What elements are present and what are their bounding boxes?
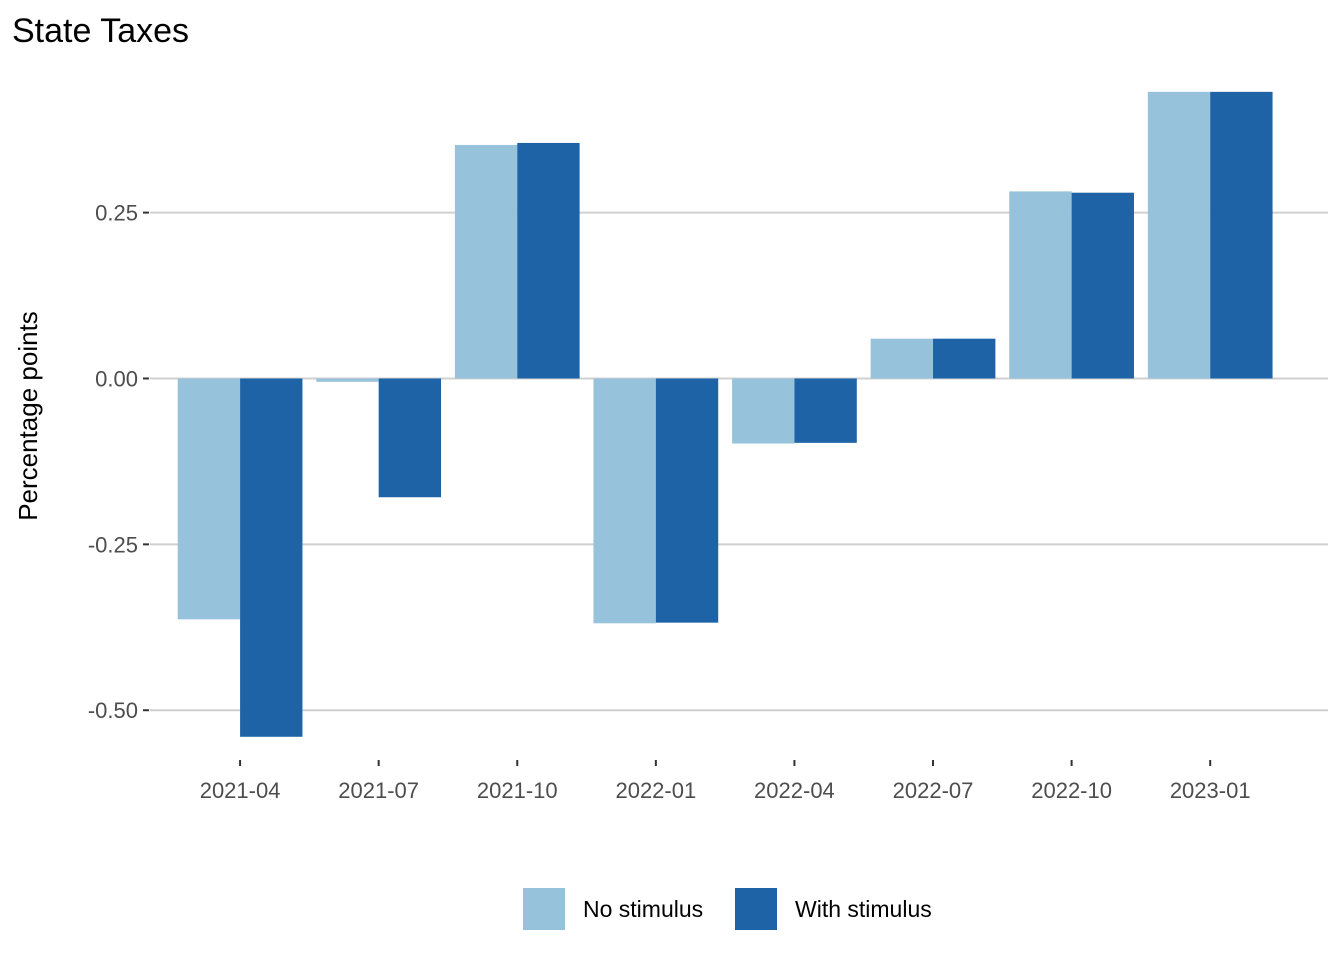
legend: No stimulus With stimulus — [523, 888, 932, 930]
bar-2023-01-with-stimulus — [1210, 91, 1273, 379]
x-tick-label-2021-07: 2021-07 — [338, 778, 419, 803]
legend-key-no-stimulus — [523, 888, 565, 930]
bar-2021-07-no-stimulus — [316, 378, 379, 382]
bar-2021-07-with-stimulus — [378, 378, 442, 498]
y-axis-title: Percentage points — [13, 311, 43, 521]
x-tick-label-2022-01: 2022-01 — [615, 778, 696, 803]
legend-label-no-stimulus: No stimulus — [583, 896, 703, 922]
bar-2022-10-no-stimulus — [1009, 191, 1072, 379]
x-tick-label-2021-04: 2021-04 — [200, 778, 281, 803]
bar-2021-04-with-stimulus — [240, 378, 303, 737]
y-tick-label-3: 0.25 — [95, 201, 138, 226]
bars-layer — [177, 91, 1273, 737]
y-tick-label-0: -0.50 — [88, 698, 138, 723]
bar-2022-10-with-stimulus — [1071, 192, 1134, 379]
bar-2021-10-with-stimulus — [517, 142, 580, 379]
x-tick-label-2023-01: 2023-01 — [1170, 778, 1251, 803]
y-tick-label-2: 0.00 — [95, 366, 138, 391]
y-tick-label-1: -0.25 — [88, 532, 138, 557]
bar-2022-07-with-stimulus — [933, 338, 996, 379]
bar-2022-01-no-stimulus — [593, 378, 656, 624]
y-axis: -0.50 -0.25 0.00 0.25 — [88, 201, 149, 723]
x-axis: 2021-04 2021-07 2021-10 2022-01 2022-04 2022-… — [200, 760, 1251, 803]
bar-2022-07-no-stimulus — [870, 338, 934, 379]
x-tick-label-2022-10: 2022-10 — [1031, 778, 1112, 803]
bar-2022-04-with-stimulus — [794, 378, 857, 443]
x-tick-label-2022-04: 2022-04 — [754, 778, 835, 803]
bar-2021-04-no-stimulus — [177, 378, 241, 620]
bar-2022-04-no-stimulus — [732, 378, 795, 444]
x-tick-label-2021-10: 2021-10 — [477, 778, 558, 803]
x-tick-label-2022-07: 2022-07 — [893, 778, 974, 803]
legend-key-with-stimulus — [735, 888, 777, 930]
bar-2023-01-no-stimulus — [1147, 91, 1211, 379]
bar-2021-10-no-stimulus — [454, 144, 518, 379]
bar-2022-01-with-stimulus — [655, 378, 719, 623]
legend-label-with-stimulus: With stimulus — [795, 896, 932, 922]
chart-title: State Taxes — [12, 12, 189, 50]
